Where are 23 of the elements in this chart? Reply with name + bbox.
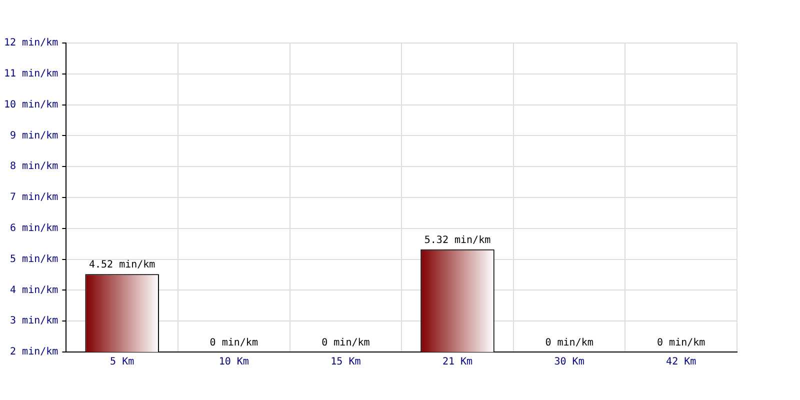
text: 0 min/km — [322, 338, 370, 349]
x-tick-label: 5 Km — [110, 356, 134, 368]
y-tick-label: 8 min/km — [10, 161, 58, 172]
y-tick-label: 5 min/km — [10, 254, 58, 265]
x-tick-label: 30 Km — [554, 356, 584, 368]
y-tick-label: 10 min/km — [4, 99, 58, 110]
y-tick-label: 12 min/km — [4, 38, 58, 49]
y-tick-label: 4 min/km — [10, 284, 58, 296]
x-tick-label: 10 Km — [218, 356, 249, 368]
text: 0 min/km — [657, 338, 706, 349]
text: 0 min/km — [210, 338, 258, 349]
text: 0 min/km — [545, 338, 594, 349]
data-label: 4.52 min/km — [88, 260, 156, 271]
x-tick-label: 21 Km — [442, 356, 473, 368]
y-tick-label: 9 min/km — [10, 130, 58, 142]
y-tick-label: 11 min/km — [4, 68, 58, 80]
data-label: 5.32 min/km — [424, 235, 491, 246]
x-tick-label: 42 Km — [666, 356, 696, 368]
x-tick-label: 15 Km — [330, 356, 361, 368]
y-tick-label: 7 min/km — [10, 192, 58, 204]
y-tick-label: 6 min/km — [10, 222, 58, 234]
y-tick-label: 2 min/km — [10, 346, 58, 358]
y-tick-label: 3 min/km — [10, 316, 58, 327]
